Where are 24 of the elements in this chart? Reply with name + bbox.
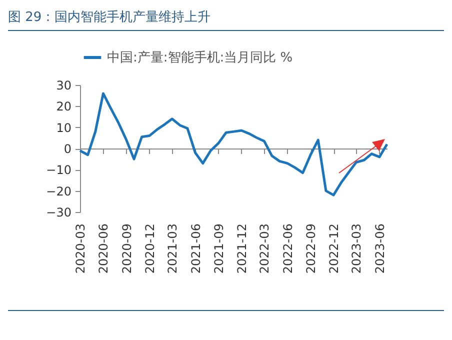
chart-title: 图 29：国内智能手机产量维持上升	[8, 8, 444, 31]
y-tick-label: 10	[56, 120, 72, 135]
y-tick-label: −10	[46, 163, 72, 178]
x-tick-label: 2022-06	[280, 224, 295, 274]
line-series	[78, 92, 388, 196]
y-tick-label: 0	[64, 142, 72, 156]
x-tick-label: 2020-09	[120, 224, 134, 274]
x-tick-label: 2021-06	[188, 224, 203, 274]
x-tick-label: 2020-03	[74, 224, 88, 274]
x-tick-label: 2021-12	[234, 224, 249, 274]
x-tick-label: 2023-03	[350, 224, 364, 274]
x-tick-label: 2023-06	[372, 224, 387, 274]
x-tick-label: 2021-09	[212, 224, 226, 274]
x-tick-label: 2022-12	[327, 224, 342, 274]
y-tick-label: 30	[56, 78, 72, 92]
x-tick-label: 2022-09	[304, 224, 318, 274]
x-tick-label: 2021-03	[166, 224, 180, 274]
y-tick-label: 20	[56, 100, 72, 114]
y-tick-label: −20	[46, 184, 72, 198]
x-tick-label: 2020-12	[142, 224, 157, 274]
y-tick-label: −30	[46, 206, 72, 220]
legend-label: 中国:产量:智能手机:当月同比 %	[107, 50, 293, 66]
x-tick-label: 2020-06	[96, 224, 111, 274]
x-tick-label: 2022-03	[258, 224, 272, 274]
